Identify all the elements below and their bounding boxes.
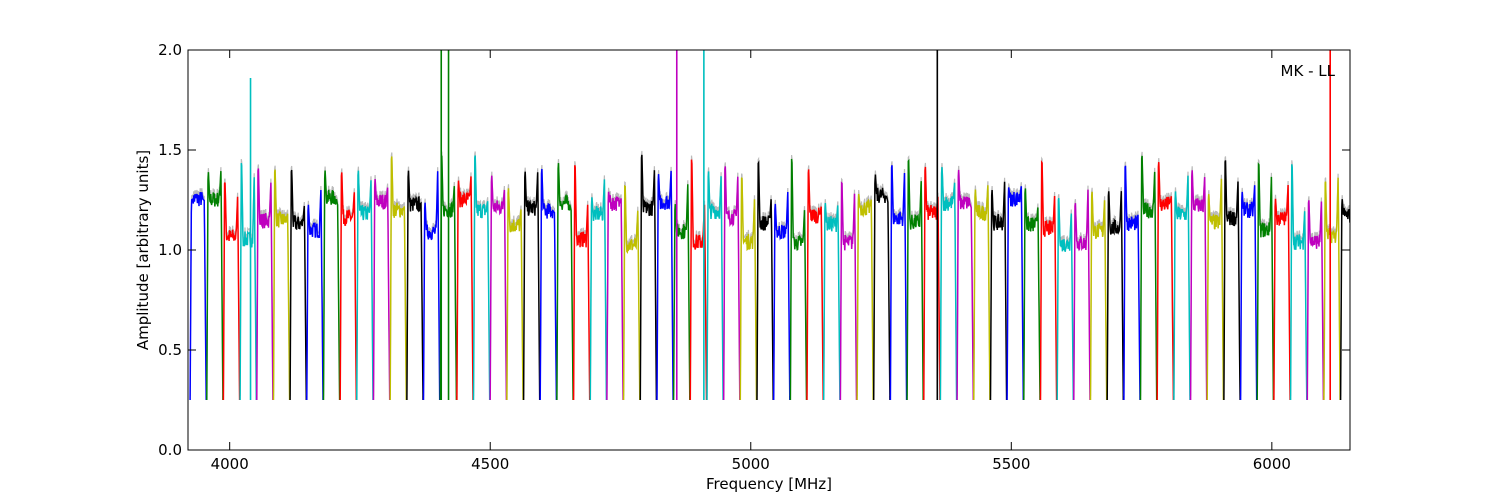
channel-trace: [906, 158, 924, 401]
channel-trace: [989, 181, 1008, 401]
channel-trace: [1289, 164, 1308, 401]
x-tick-label: 4500: [471, 455, 509, 473]
channel-trace: [306, 189, 324, 401]
channel-trace: [639, 154, 658, 401]
channel-trace: [1123, 165, 1141, 401]
plot-frame: [187, 49, 1351, 451]
x-tick-label: 6000: [1253, 455, 1291, 473]
channel-trace: [589, 179, 608, 401]
y-tick-label: 2.0: [158, 41, 182, 59]
y-tick-label: 1.0: [158, 241, 182, 259]
channel-trace: [856, 193, 874, 401]
channel-trace: [1173, 175, 1191, 401]
channel-trace: [506, 188, 524, 401]
channel-trace: [189, 192, 207, 401]
channel-trace-background: [189, 188, 207, 397]
channel-trace: [406, 170, 424, 401]
channel-trace: [389, 156, 408, 401]
y-tick-label: 1.5: [158, 141, 182, 159]
channel-trace: [472, 155, 491, 401]
channel-trace: [706, 171, 724, 401]
channel-trace: [289, 169, 308, 401]
channel-trace: [606, 191, 624, 401]
channel-trace: [1056, 198, 1075, 401]
x-tick-label: 5500: [992, 455, 1030, 473]
channel-trace: [206, 171, 224, 401]
channel-trace: [973, 185, 991, 401]
x-axis-title: Frequency [MHz]: [706, 475, 832, 493]
channel-trace: [489, 175, 508, 401]
channel-trace: [889, 165, 908, 401]
channel-trace: [1023, 188, 1041, 401]
channel-trace: [1039, 159, 1058, 401]
channel-trace: [1089, 191, 1108, 401]
channel-trace: [1306, 200, 1325, 401]
y-axis-ticks: 0.0 0.5 1.0 1.5 2.0: [158, 41, 1350, 459]
channel-trace: [539, 168, 558, 401]
channel-trace-background: [1339, 195, 1350, 397]
channel-trace: [956, 169, 975, 401]
channel-trace: [1106, 191, 1125, 401]
channel-trace: [239, 162, 258, 401]
channel-trace: [939, 167, 958, 401]
channel-trace: [256, 168, 274, 401]
channel-trace: [356, 170, 374, 401]
channel-trace: [1073, 189, 1091, 401]
channel-trace: [572, 165, 591, 401]
channel-trace: [739, 177, 758, 401]
y-tick-label: 0.0: [158, 441, 182, 459]
channel-trace: [1339, 199, 1350, 401]
channel-trace: [556, 163, 574, 401]
x-tick-label: 5000: [732, 455, 770, 473]
channel-trace: [1156, 162, 1175, 401]
y-axis-title: Amplitude [arbitrary units]: [134, 150, 152, 350]
channel-trace: [372, 178, 391, 401]
channel-trace: [1273, 184, 1291, 401]
x-axis-ticks: 4000 4500 5000 5500 6000: [211, 50, 1291, 473]
channel-trace: [222, 182, 241, 401]
channel-trace: [1006, 186, 1025, 401]
channel-trace: [789, 158, 808, 401]
channel-trace: [656, 170, 674, 401]
channel-trace: [456, 176, 474, 401]
channel-trace: [722, 166, 741, 401]
channel-trace: [872, 174, 891, 401]
chart-annotation: MK - LL: [1281, 62, 1336, 80]
channel-trace: [822, 203, 841, 401]
x-tick-label: 4000: [211, 455, 249, 473]
channel-trace: [339, 172, 358, 401]
channel-trace: [1189, 170, 1208, 401]
channel-trace: [1256, 162, 1275, 401]
channel-trace: [522, 171, 541, 401]
channel-trace: [1223, 160, 1241, 401]
channel-trace: [839, 181, 858, 401]
channel-trace: [756, 160, 774, 401]
channel-trace: [622, 184, 641, 401]
channel-trace: [772, 191, 791, 401]
channel-trace: [272, 169, 291, 401]
series-layer: [189, 50, 1350, 401]
channel-trace: [1139, 155, 1158, 401]
y-tick-label: 0.5: [158, 341, 182, 359]
channel-trace: [1206, 178, 1225, 401]
channel-trace: [806, 169, 824, 401]
channel-trace: [422, 171, 441, 401]
channel-trace: [1323, 177, 1341, 401]
channel-trace: [322, 170, 341, 401]
channel-trace: [1239, 185, 1258, 401]
